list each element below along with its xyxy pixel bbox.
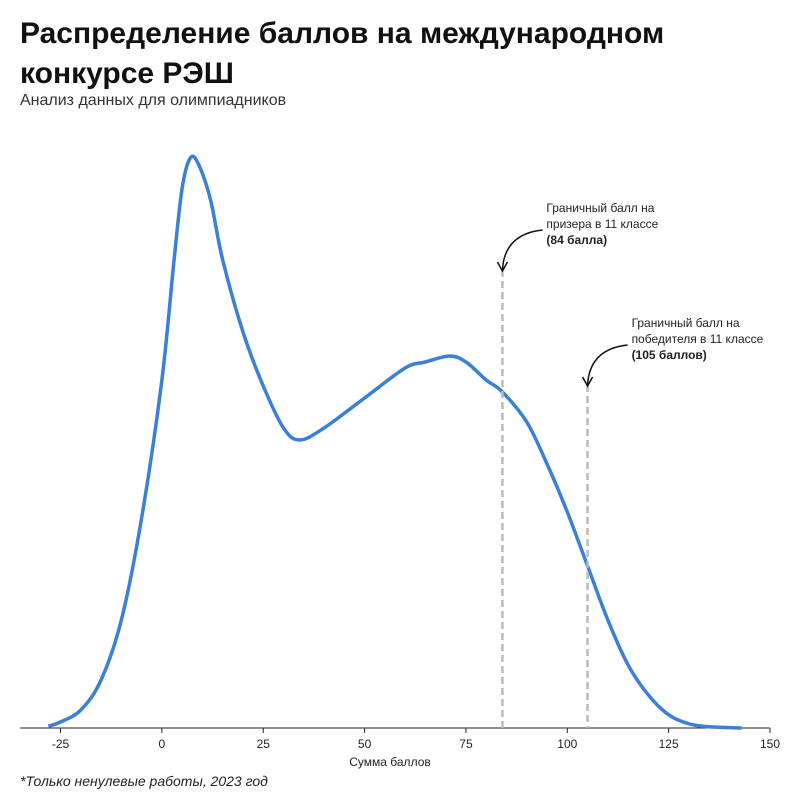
x-tick-label: 50 xyxy=(358,737,372,751)
annotation-arrow xyxy=(501,229,543,271)
arrow-head xyxy=(496,261,509,273)
x-tick-label: 0 xyxy=(159,737,166,751)
x-tick-label: 75 xyxy=(459,737,473,751)
density-line xyxy=(47,154,742,730)
chart-subtitle: Анализ данных для олимпиадников xyxy=(20,92,287,109)
annotation-arrow xyxy=(586,344,628,386)
annotation-text: Граничный балл на xyxy=(546,201,654,215)
arrow-head xyxy=(581,376,594,388)
annotation-bold: (105 баллов) xyxy=(632,348,707,362)
x-tick-label: 150 xyxy=(760,737,780,751)
annotation-text: Граничный балл на xyxy=(632,316,740,330)
x-axis-label: Сумма баллов xyxy=(349,755,431,769)
x-tick-label: 125 xyxy=(659,737,679,751)
footnote: *Только ненулевые работы, 2023 год xyxy=(20,773,268,789)
x-tick-label: 25 xyxy=(257,737,271,751)
x-tick-label: 100 xyxy=(557,737,577,751)
annotation-text: призера в 11 классе xyxy=(546,217,658,231)
x-tick-label: -25 xyxy=(52,737,70,751)
annotation-text: победителя в 11 классе xyxy=(632,332,764,346)
annotation-bold: (84 балла) xyxy=(546,233,607,247)
chart-title: Распределение баллов на международном ко… xyxy=(20,17,665,90)
